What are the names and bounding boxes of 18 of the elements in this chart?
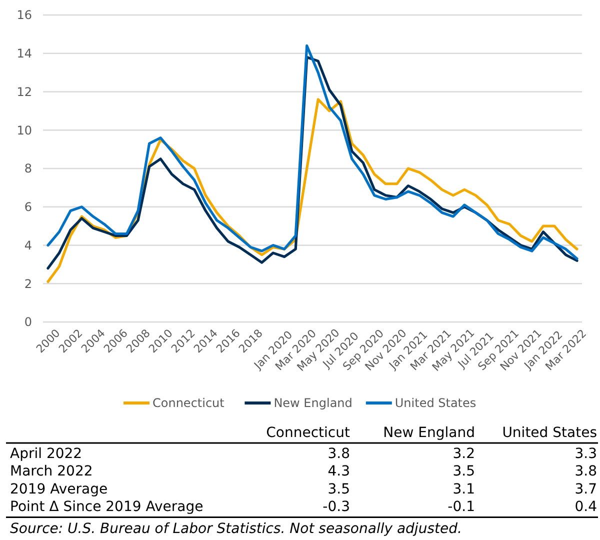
y-tick-label: 2 — [24, 276, 32, 291]
y-tick-label: 16 — [16, 8, 32, 22]
y-tick-label: 4 — [24, 238, 32, 252]
legend-label: New England — [274, 396, 352, 410]
text: 2019 Average 3.5 3.1 3.7 — [10, 481, 597, 498]
y-tick-label: 10 — [16, 123, 32, 138]
text: Point Δ Since 2019 Average -0.3 -0.1 0.4 — [10, 499, 597, 516]
legend-label: Connecticut — [152, 396, 225, 410]
y-tick-label: 12 — [16, 84, 32, 99]
y-tick-label: 8 — [24, 162, 32, 176]
y-tick-label: 0 — [24, 315, 32, 330]
y-tick-label: 14 — [16, 46, 32, 61]
legend-label: United States — [394, 396, 476, 410]
source-note: Source: U.S. Bureau of Labor Statistics. Not seasonally adjusted. — [10, 521, 462, 538]
text: April 2022 3.8 3.2 3.3 — [10, 446, 597, 462]
text: March 2022 4.3 3.5 3.8 — [10, 464, 597, 480]
text: Connecticut New England United States — [266, 425, 597, 441]
y-tick-label: 6 — [24, 200, 32, 214]
